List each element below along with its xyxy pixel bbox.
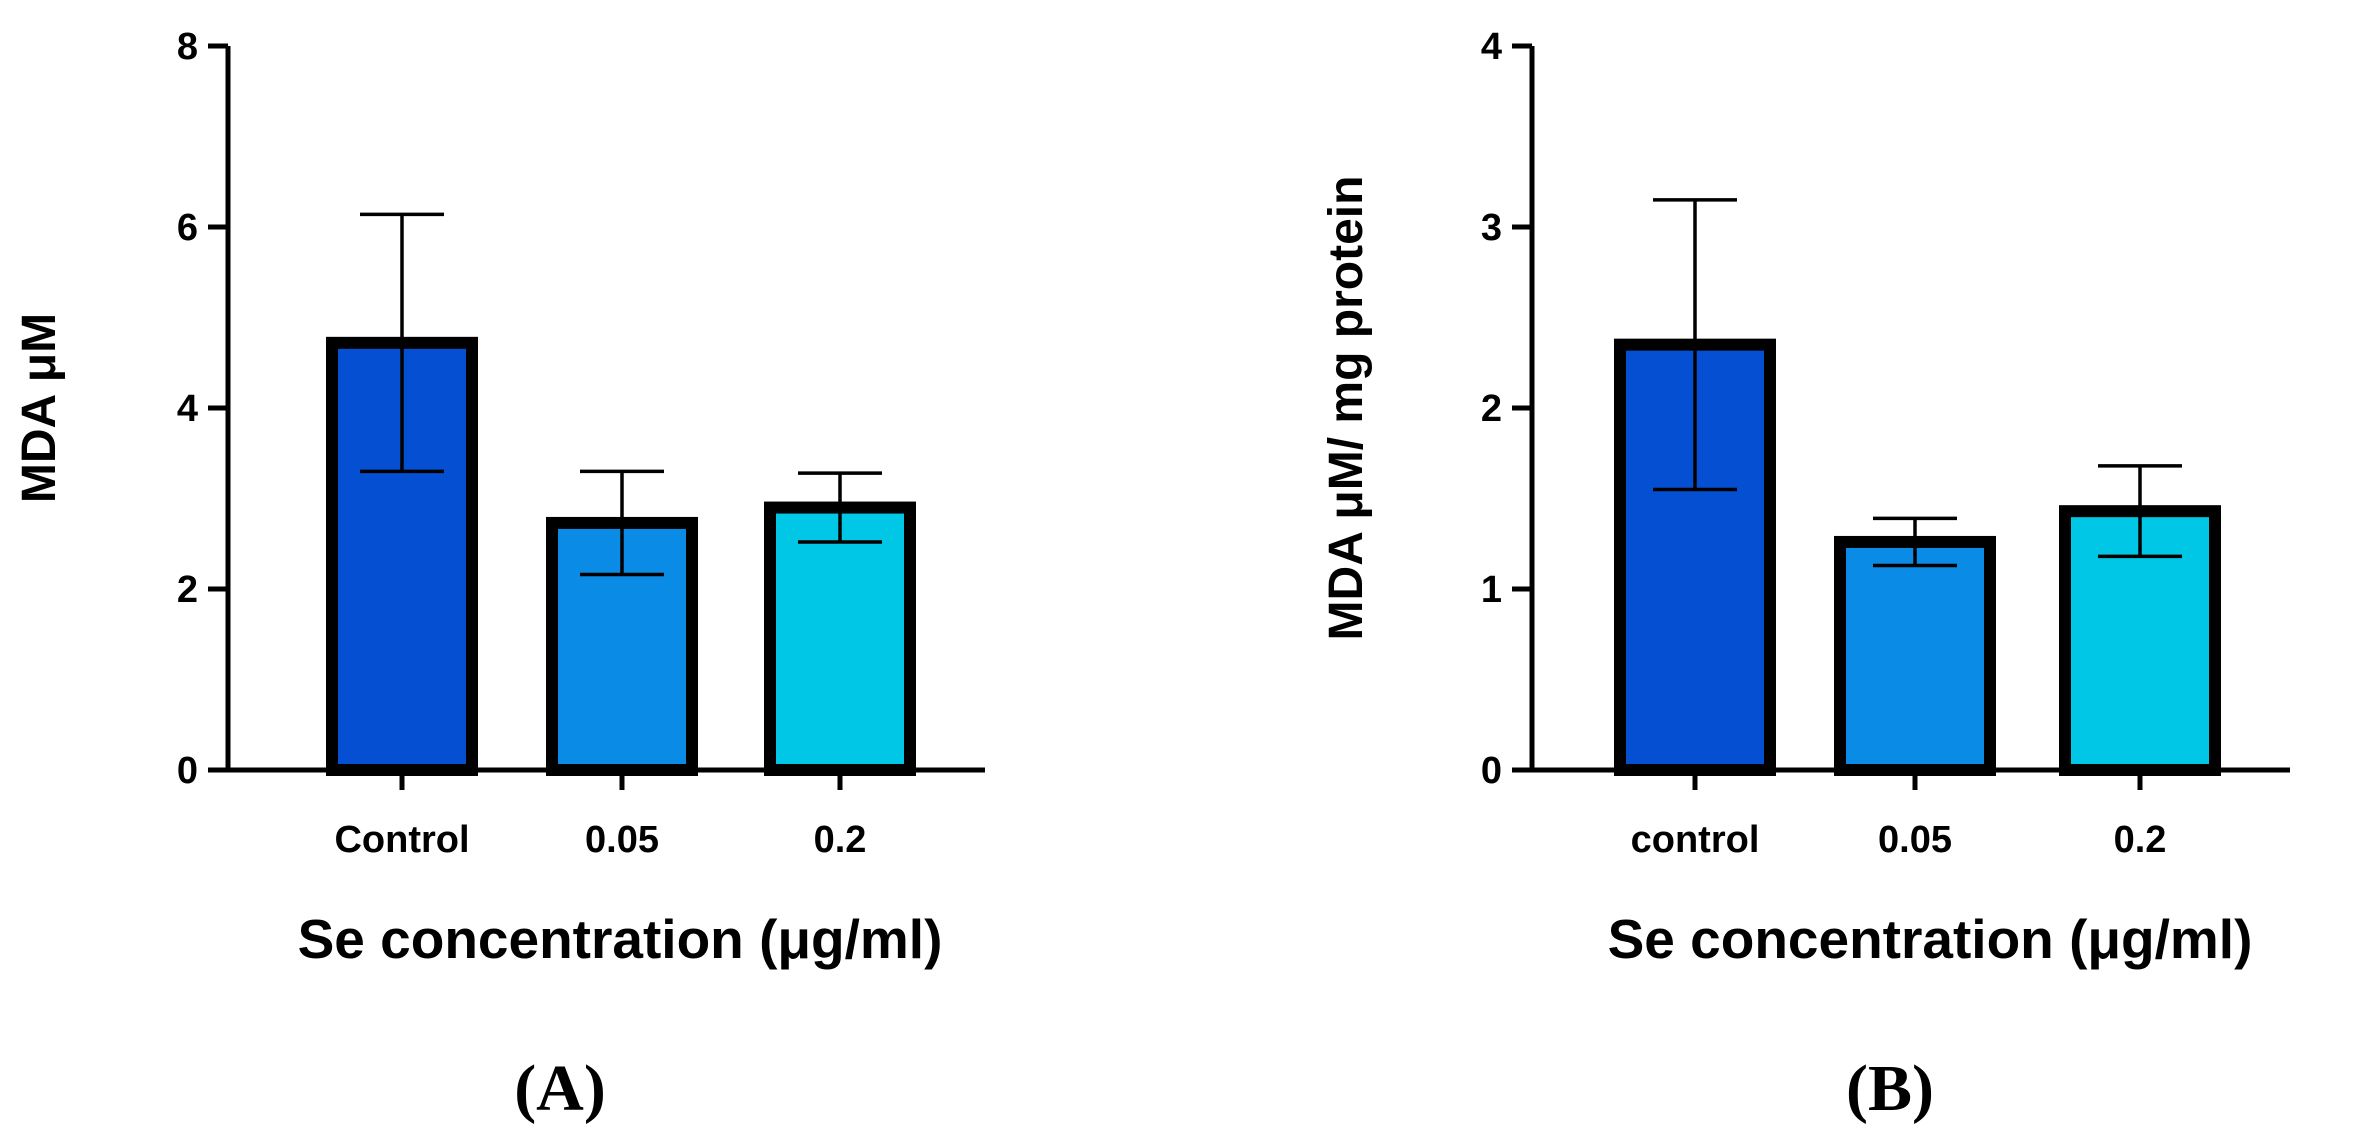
- y-tick-label: 0: [177, 750, 198, 792]
- bar-0-2: [764, 501, 916, 776]
- x-tick-label: 0.05: [1878, 819, 1952, 861]
- x-tick-label: control: [1631, 819, 1760, 861]
- x-tick-label: 0.2: [2114, 819, 2167, 861]
- error-bar-control: [360, 212, 444, 474]
- y-tick-label: 4: [177, 388, 198, 430]
- y-tick-label: 0: [1481, 750, 1502, 792]
- y-axis-title: MDA μM: [13, 313, 66, 503]
- error-bar-0-2: [2098, 464, 2182, 559]
- error-bar-0-05: [580, 469, 664, 577]
- x-axis-title: Se concentration (μg/ml): [1608, 908, 2253, 970]
- x-tick-label: Control: [334, 819, 469, 861]
- y-tick-label: 2: [177, 569, 198, 611]
- chart-panel-a: 0 2 4 6 8 Control 0.05 0.2 MDA μM Se concentratio…: [13, 26, 985, 1125]
- y-tick-label: 6: [177, 207, 198, 249]
- error-bar-0-05: [1873, 516, 1957, 568]
- chart-panel-b: 0 1 2 3 4 control 0.05 0.2 MDA μM/ mg protein Se …: [1320, 26, 2290, 1125]
- y-axis-title: MDA μM/ mg protein: [1320, 176, 1373, 641]
- y-tick-label: 1: [1481, 569, 1502, 611]
- x-tick-label: 0.2: [814, 819, 867, 861]
- panel-label: (B): [1846, 1052, 1934, 1125]
- panel-label: (A): [514, 1052, 606, 1125]
- x-tick-label: 0.05: [585, 819, 659, 861]
- y-tick-label: 4: [1481, 26, 1502, 68]
- y-tick-label: 8: [177, 26, 198, 68]
- bar-0-05: [1834, 535, 1996, 776]
- error-bar-0-2: [798, 471, 882, 544]
- error-bar-control: [1653, 198, 1737, 492]
- y-tick-label: 2: [1481, 388, 1502, 430]
- x-axis-title: Se concentration (μg/ml): [298, 908, 943, 970]
- y-tick-label: 3: [1481, 207, 1502, 249]
